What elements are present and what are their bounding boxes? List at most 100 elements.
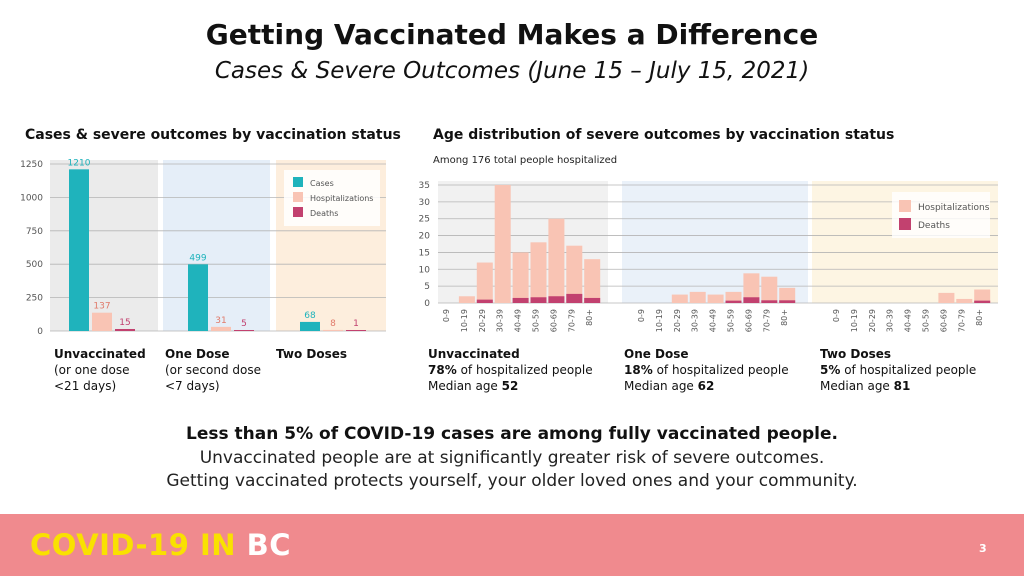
bar-cases-1 (69, 169, 89, 331)
bar-deaths-3 (346, 330, 366, 331)
age-tick-label: 0-9 (637, 309, 646, 322)
age-tick-label: 10-19 (850, 309, 859, 332)
age-tick-label: 40-49 (514, 309, 523, 332)
age-bar-hosp-1-20-29 (476, 262, 493, 303)
age-bar-death-2-80+ (779, 300, 796, 303)
data-label: 15 (119, 318, 130, 328)
age-tick-label: 80+ (780, 309, 789, 326)
y-tick-label: 1000 (20, 193, 43, 203)
bar-hospitalizations-1 (92, 312, 112, 331)
data-label: 8 (330, 319, 336, 329)
page-subtitle: Cases & Severe Outcomes (June 15 – July … (214, 58, 810, 84)
age-tick-label: 80+ (975, 309, 984, 326)
age-bar-death-1-50-59 (530, 297, 547, 303)
age-bar-death-3-80+ (974, 300, 991, 303)
age-bar-hosp-3-60-69 (938, 292, 955, 303)
cases-outcomes-chart: 0 250 500 750 1000 1250 1210 499 68 137 31 8 15 5 1 Cas… (20, 158, 386, 337)
bar-hospitalizations-3 (323, 329, 343, 331)
age-bar-hosp-2-70-79 (761, 276, 778, 303)
age-y-tick-label: 5 (424, 282, 430, 292)
message-line-2: Unvaccinated people are at significantly… (199, 448, 825, 468)
age-panel-label-unvaccinated: Unvaccinated 78% of hospitalized people … (428, 347, 593, 393)
data-label: 68 (304, 311, 316, 321)
message-line-3: Getting vaccinated protects yourself, yo… (166, 471, 858, 491)
age-tick-label: 30-39 (886, 309, 895, 332)
y-tick-label: 1250 (20, 160, 43, 170)
age-tick-label: 60-69 (939, 309, 948, 332)
age-tick-label: 50-59 (532, 309, 541, 332)
age-bar-hosp-1-10-19 (458, 296, 475, 303)
age-bar-hosp-1-50-59 (530, 242, 547, 303)
right-chart-title: Age distribution of severe outcomes by v… (433, 127, 895, 143)
age-tick-label: 70-79 (957, 309, 966, 332)
covid-bc-logo: COVID-19 IN BC (30, 528, 292, 562)
age-bar-death-1-40-49 (512, 297, 529, 303)
legend-label: Cases (310, 179, 334, 188)
age-tick-label: 30-39 (691, 309, 700, 332)
age-tick-label: 60-69 (744, 309, 753, 332)
age-tick-label: 10-19 (460, 309, 469, 332)
age-bar-death-1-60-69 (548, 296, 565, 303)
age-bar-hosp-2-40-49 (707, 294, 724, 303)
panel-label-two-doses: Two Doses (276, 347, 348, 361)
hospitalized-note: Among 176 total people hospitalized (433, 155, 618, 166)
age-panel-label-one-dose: One Dose 18% of hospitalized people Medi… (624, 347, 789, 393)
y-tick-label: 0 (37, 327, 43, 337)
y-tick-label: 500 (26, 260, 43, 270)
age-tick-label: 50-59 (727, 309, 736, 332)
age-bar-death-2-70-79 (761, 300, 778, 303)
age-bar-death-1-70-79 (566, 293, 583, 303)
age-bar-hosp-1-30-39 (494, 185, 511, 303)
age-y-tick-label: 35 (419, 181, 430, 191)
age-tick-label: 0-9 (832, 309, 841, 322)
data-label: 5 (241, 319, 247, 329)
age-tick-label: 20-29 (673, 309, 682, 332)
age-bar-hosp-3-80+ (974, 289, 991, 303)
age-bar-hosp-1-40-49 (512, 252, 529, 303)
age-tick-label: 20-29 (868, 309, 877, 332)
age-y-tick-label: 30 (419, 198, 431, 208)
age-bar-death-2-60-69 (743, 297, 760, 303)
age-tick-label: 70-79 (567, 309, 576, 332)
panel-label-one-dose: One Dose (or second dose <7 days) (165, 347, 261, 393)
age-tick-label: 20-29 (478, 309, 487, 332)
age-bar-hosp-2-30-39 (689, 291, 706, 303)
footer-bar (0, 514, 1024, 576)
age-bar-hosp-2-50-59 (725, 291, 742, 303)
y-tick-label: 250 (26, 294, 43, 304)
age-y-tick-label: 20 (419, 232, 431, 242)
key-message: Less than 5% of COVID-19 cases are among… (186, 424, 838, 444)
age-tick-label: 50-59 (922, 309, 931, 332)
panel-bg-1 (50, 160, 158, 331)
legend-swatch-cases (293, 177, 303, 187)
bar-cases-2 (188, 264, 208, 331)
left-chart-title: Cases & severe outcomes by vaccination s… (25, 127, 401, 143)
age-legend-swatch-deaths (899, 218, 911, 230)
data-label: 137 (93, 302, 110, 312)
data-label: 31 (215, 316, 226, 326)
age-tick-label: 80+ (585, 309, 594, 326)
bar-deaths-2 (234, 330, 254, 331)
page-title: Getting Vaccinated Makes a Difference (205, 18, 819, 51)
age-bar-hosp-3-70-79 (956, 298, 973, 303)
panel-bg-2 (163, 160, 270, 331)
age-bar-death-1-20-29 (476, 299, 493, 303)
age-panel-label-two-doses: Two Doses 5% of hospitalized people Medi… (820, 347, 977, 393)
data-label: 1 (353, 319, 359, 329)
legend-swatch-hospitalizations (293, 192, 303, 202)
age-bar-death-1-80+ (584, 297, 601, 303)
age-bar-death-2-50-59 (725, 300, 742, 303)
age-tick-label: 70-79 (762, 309, 771, 332)
age-bar-hosp-2-60-69 (743, 273, 760, 303)
age-tick-label: 30-39 (496, 309, 505, 332)
age-bar-hosp-2-80+ (779, 287, 796, 303)
age-y-tick-label: 10 (419, 265, 431, 275)
bar-cases-3 (300, 321, 320, 331)
age-tick-label: 0-9 (442, 309, 451, 322)
age-bar-hosp-1-60-69 (548, 218, 565, 303)
age-tick-label: 60-69 (549, 309, 558, 332)
legend-label: Hospitalizations (310, 194, 373, 203)
age-tick-label: 10-19 (655, 309, 664, 332)
age-legend-box (892, 192, 990, 238)
y-tick-label: 750 (26, 227, 43, 237)
